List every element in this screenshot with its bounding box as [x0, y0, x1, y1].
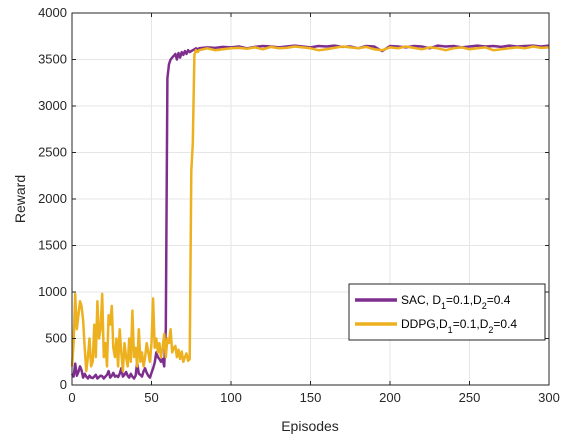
y-tick-label: 1500: [38, 238, 67, 253]
y-axis-ticks: 0 500 1000 1500 2000 2500 3000 3500 4000: [38, 5, 549, 392]
x-tick-label: 300: [538, 390, 560, 405]
y-tick-label: 3000: [38, 98, 67, 113]
legend-subscript: 2: [482, 301, 487, 311]
y-tick-label: 3500: [38, 52, 67, 67]
y-tick-label: 2500: [38, 145, 67, 160]
legend-box: [348, 283, 546, 341]
legend-label-1: DDPG,D1=0.1,D2=0.4: [401, 317, 517, 335]
series-line-1: [70, 45, 550, 373]
legend-subscript: 1: [441, 301, 446, 311]
y-axis-title: Reward: [12, 175, 28, 223]
legend-text-part: =0.4: [493, 317, 517, 331]
x-axis-ticks: 0 50 100 150 200 250 300: [68, 13, 560, 405]
series-lines: [70, 44, 550, 380]
y-tick-label: 2000: [38, 191, 67, 206]
x-tick-label: 250: [459, 390, 481, 405]
x-tick-label: 0: [68, 390, 75, 405]
y-tick-label: 1000: [38, 284, 67, 299]
legend-text-part: =0.1,D: [446, 293, 482, 307]
y-tick-label: 0: [60, 377, 67, 392]
legend-subscript: 1: [448, 325, 453, 335]
legend-text-part: =0.4: [487, 293, 511, 307]
legend-text-part: DDPG,D: [401, 317, 448, 331]
legend-label-0: SAC, D1=0.1,D2=0.4: [401, 293, 511, 311]
x-tick-label: 200: [379, 390, 401, 405]
legend-subscript: 2: [488, 325, 493, 335]
x-tick-label: 50: [144, 390, 158, 405]
y-tick-label: 500: [45, 331, 67, 346]
legend-text-part: SAC, D: [401, 293, 441, 307]
x-tick-label: 150: [300, 390, 322, 405]
y-tick-label: 4000: [38, 5, 67, 20]
x-tick-label: 100: [220, 390, 242, 405]
legend-text-part: =0.1,D: [453, 317, 489, 331]
x-axis-title: Episodes: [281, 418, 339, 434]
